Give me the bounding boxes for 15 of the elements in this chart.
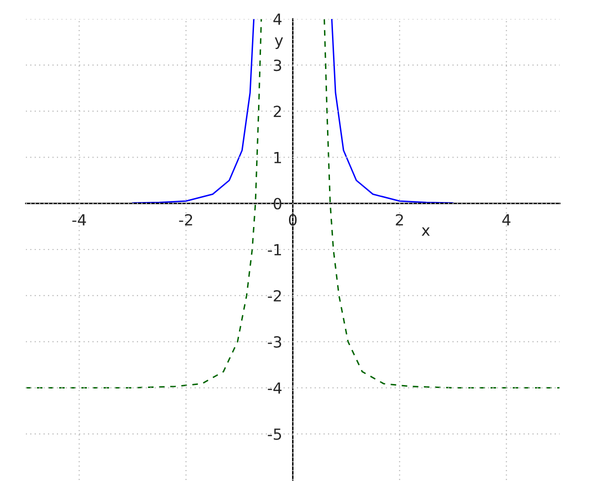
y-tick-label: 3 xyxy=(274,60,282,72)
x-axis-title: x xyxy=(422,227,430,236)
x-tick-label: -2 xyxy=(179,214,192,226)
x-tick-label: 2 xyxy=(396,214,403,226)
y-tick-label: -5 xyxy=(268,428,282,440)
y-tick-label: -3 xyxy=(268,336,282,348)
y-tick-label: -1 xyxy=(268,244,281,256)
y-tick-label: -2 xyxy=(268,290,281,302)
y-tick-label: 4 xyxy=(273,14,282,25)
y-tick-label: 1 xyxy=(274,152,281,164)
y-tick-label: 2 xyxy=(274,106,281,118)
y-axis-title: y xyxy=(274,37,283,49)
x-tick-label: 4 xyxy=(502,214,510,226)
x-tick-label: -4 xyxy=(72,214,86,226)
y-tick-label: -4 xyxy=(268,382,282,394)
